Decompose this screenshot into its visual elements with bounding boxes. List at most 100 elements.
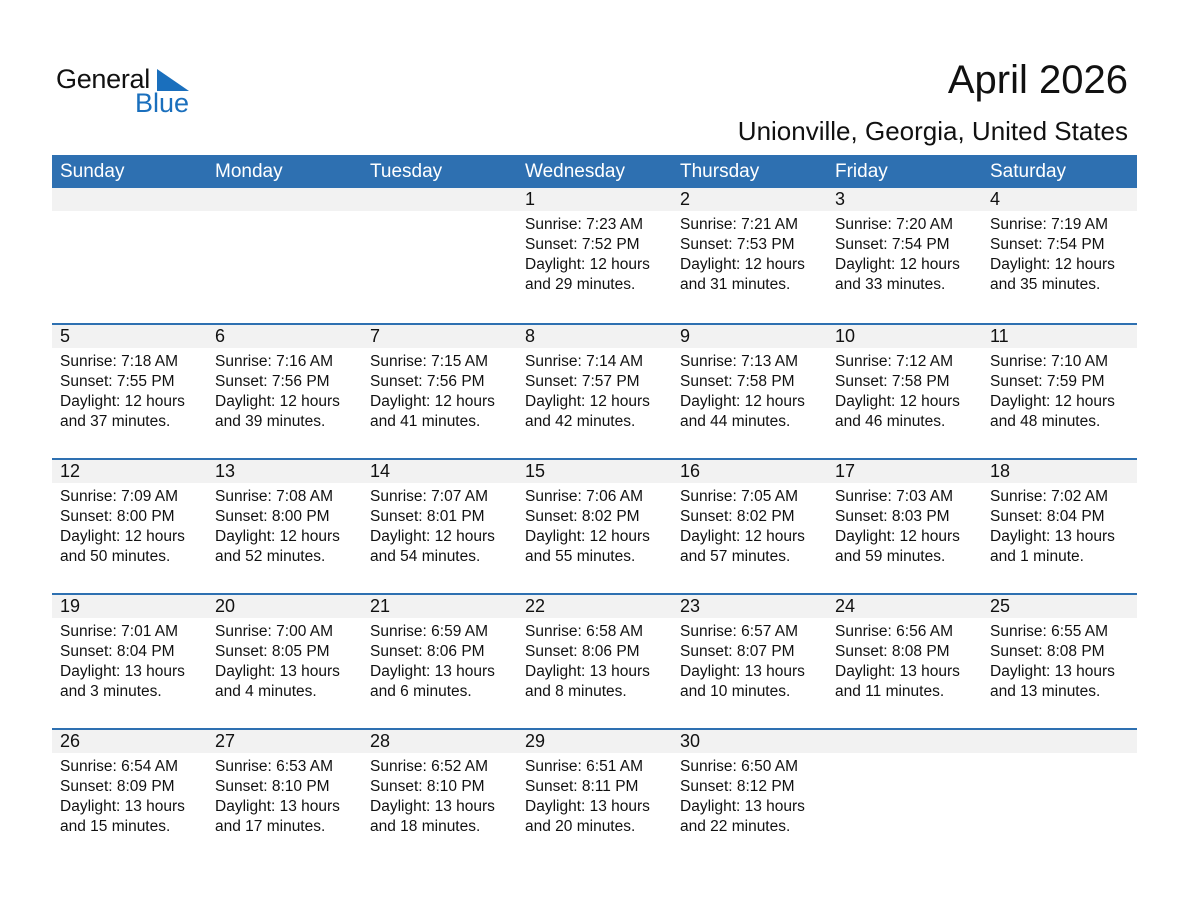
day-number: 7	[370, 326, 381, 346]
sunset-text: Sunset: 7:59 PM	[990, 373, 1105, 390]
sunrise-text: Sunrise: 7:09 AM	[60, 488, 179, 505]
day-cell: 19 Sunrise: 7:01 AM Sunset: 8:04 PM Dayligh…	[52, 595, 207, 728]
sun-info: Sunrise: 6:55 AM Sunset: 8:08 PM Daylight:…	[990, 622, 1115, 702]
week-row: 12 Sunrise: 7:09 AM Sunset: 8:00 PM Dayligh…	[52, 458, 1137, 593]
week-row: 19 Sunrise: 7:01 AM Sunset: 8:04 PM Dayligh…	[52, 593, 1137, 728]
day-number: 19	[60, 596, 81, 616]
sunset-text: Sunset: 8:10 PM	[370, 778, 485, 795]
empty-cell	[982, 730, 1137, 863]
sun-info: Sunrise: 6:57 AM Sunset: 8:07 PM Daylight:…	[680, 622, 805, 702]
sun-info: Sunrise: 7:18 AM Sunset: 7:55 PM Daylight:…	[60, 352, 185, 432]
sunrise-text: Sunrise: 7:12 AM	[835, 353, 954, 370]
day-cell: 7 Sunrise: 7:15 AM Sunset: 7:56 PM Daylight…	[362, 325, 517, 458]
minutes-text: and 54 minutes.	[370, 548, 481, 565]
daylight-text: Daylight: 12 hours	[835, 528, 960, 545]
day-cell: 10 Sunrise: 7:12 AM Sunset: 7:58 PM Dayligh…	[827, 325, 982, 458]
sun-info: Sunrise: 6:56 AM Sunset: 8:08 PM Daylight:…	[835, 622, 960, 702]
sunset-text: Sunset: 7:55 PM	[60, 373, 175, 390]
sunrise-text: Sunrise: 7:20 AM	[835, 216, 954, 233]
sunrise-text: Sunrise: 6:50 AM	[680, 758, 799, 775]
weekday-monday: Monday	[215, 161, 283, 182]
minutes-text: and 55 minutes.	[525, 548, 636, 565]
weekday-saturday: Saturday	[990, 161, 1067, 182]
date-band	[52, 730, 207, 753]
sun-info: Sunrise: 6:51 AM Sunset: 8:11 PM Daylight:…	[525, 757, 650, 837]
date-band	[982, 460, 1137, 483]
day-number: 14	[370, 461, 391, 481]
day-number: 15	[525, 461, 546, 481]
sun-info: Sunrise: 6:59 AM Sunset: 8:06 PM Daylight:…	[370, 622, 495, 702]
day-number: 20	[215, 596, 236, 616]
sunset-text: Sunset: 8:05 PM	[215, 643, 330, 660]
daylight-text: Daylight: 12 hours	[525, 528, 650, 545]
date-band	[827, 188, 982, 211]
sun-info: Sunrise: 7:14 AM Sunset: 7:57 PM Daylight:…	[525, 352, 650, 432]
sunrise-text: Sunrise: 7:06 AM	[525, 488, 644, 505]
sunrise-text: Sunrise: 7:03 AM	[835, 488, 954, 505]
day-cell: 3 Sunrise: 7:20 AM Sunset: 7:54 PM Daylight…	[827, 188, 982, 323]
sunrise-text: Sunrise: 7:07 AM	[370, 488, 489, 505]
sunset-text: Sunset: 8:06 PM	[525, 643, 640, 660]
minutes-text: and 15 minutes.	[60, 818, 171, 835]
date-band	[362, 325, 517, 348]
date-band	[672, 188, 827, 211]
sun-info: Sunrise: 6:50 AM Sunset: 8:12 PM Daylight:…	[680, 757, 805, 837]
logo-triangle-icon	[157, 69, 189, 91]
daylight-text: Daylight: 12 hours	[680, 256, 805, 273]
sunset-text: Sunset: 8:01 PM	[370, 508, 485, 525]
logo-text-blue: Blue	[135, 88, 190, 118]
empty-cell	[52, 188, 207, 323]
date-band	[982, 325, 1137, 348]
date-band	[517, 730, 672, 753]
date-band	[52, 188, 207, 211]
date-band	[362, 595, 517, 618]
day-cell: 18 Sunrise: 7:02 AM Sunset: 8:04 PM Dayligh…	[982, 460, 1137, 593]
sunset-text: Sunset: 8:11 PM	[525, 778, 639, 795]
date-band	[52, 460, 207, 483]
day-number: 18	[990, 461, 1011, 481]
sunset-text: Sunset: 8:03 PM	[835, 508, 950, 525]
sun-info: Sunrise: 7:01 AM Sunset: 8:04 PM Daylight:…	[60, 622, 185, 702]
week-row: 1 Sunrise: 7:23 AM Sunset: 7:52 PM Daylight…	[52, 188, 1137, 323]
date-band	[517, 188, 672, 211]
weekday-header: Sunday Monday Tuesday Wednesday Thursday Frid…	[52, 155, 1137, 188]
sunset-text: Sunset: 7:54 PM	[835, 236, 950, 253]
minutes-text: and 46 minutes.	[835, 413, 946, 430]
general-blue-logo: General Blue	[56, 64, 196, 120]
sun-info: Sunrise: 7:21 AM Sunset: 7:53 PM Daylight:…	[680, 215, 805, 295]
day-cell: 26 Sunrise: 6:54 AM Sunset: 8:09 PM Dayligh…	[52, 730, 207, 863]
date-band	[672, 730, 827, 753]
sunrise-text: Sunrise: 7:19 AM	[990, 216, 1109, 233]
date-band	[672, 595, 827, 618]
sunrise-text: Sunrise: 6:58 AM	[525, 623, 644, 640]
day-cell: 20 Sunrise: 7:00 AM Sunset: 8:05 PM Dayligh…	[207, 595, 362, 728]
day-cell: 22 Sunrise: 6:58 AM Sunset: 8:06 PM Dayligh…	[517, 595, 672, 728]
day-cell: 27 Sunrise: 6:53 AM Sunset: 8:10 PM Dayligh…	[207, 730, 362, 863]
minutes-text: and 37 minutes.	[60, 413, 171, 430]
sunset-text: Sunset: 7:53 PM	[680, 236, 795, 253]
sun-info: Sunrise: 7:08 AM Sunset: 8:00 PM Daylight:…	[215, 487, 340, 567]
sunset-text: Sunset: 7:56 PM	[215, 373, 330, 390]
day-cell: 12 Sunrise: 7:09 AM Sunset: 8:00 PM Dayligh…	[52, 460, 207, 593]
daylight-text: Daylight: 13 hours	[680, 798, 805, 815]
day-cell: 25 Sunrise: 6:55 AM Sunset: 8:08 PM Dayligh…	[982, 595, 1137, 728]
day-cell: 30 Sunrise: 6:50 AM Sunset: 8:12 PM Dayligh…	[672, 730, 827, 863]
sun-info: Sunrise: 7:13 AM Sunset: 7:58 PM Daylight:…	[680, 352, 805, 432]
day-cell: 11 Sunrise: 7:10 AM Sunset: 7:59 PM Dayligh…	[982, 325, 1137, 458]
minutes-text: and 13 minutes.	[990, 683, 1101, 700]
daylight-text: Daylight: 13 hours	[990, 528, 1115, 545]
daylight-text: Daylight: 13 hours	[835, 663, 960, 680]
day-number: 25	[990, 596, 1011, 616]
sunset-text: Sunset: 7:54 PM	[990, 236, 1105, 253]
day-number: 24	[835, 596, 856, 616]
day-number: 13	[215, 461, 236, 481]
minutes-text: and 44 minutes.	[680, 413, 791, 430]
daylight-text: Daylight: 12 hours	[525, 256, 650, 273]
minutes-text: and 35 minutes.	[990, 276, 1101, 293]
minutes-text: and 42 minutes.	[525, 413, 636, 430]
daylight-text: Daylight: 12 hours	[525, 393, 650, 410]
day-number: 8	[525, 326, 536, 346]
day-number: 5	[60, 326, 71, 346]
sun-info: Sunrise: 6:52 AM Sunset: 8:10 PM Daylight:…	[370, 757, 495, 837]
day-number: 22	[525, 596, 546, 616]
